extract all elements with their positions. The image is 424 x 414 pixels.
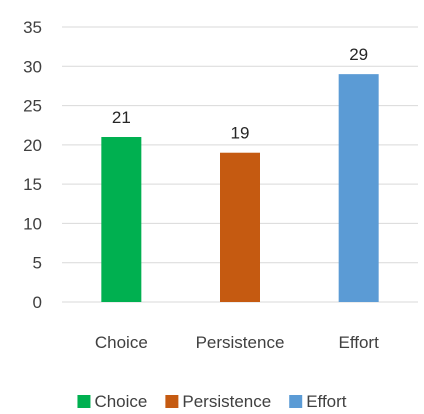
- legend-label: Effort: [306, 392, 347, 411]
- legend-label: Choice: [94, 392, 147, 411]
- legend-label: Persistence: [182, 392, 271, 411]
- data-label: 19: [231, 124, 250, 143]
- x-tick-label: Persistence: [196, 333, 285, 352]
- y-tick-label: 30: [23, 57, 42, 76]
- bar-choice: [101, 137, 142, 302]
- y-tick-label: 5: [33, 254, 42, 273]
- y-tick-label: 0: [33, 293, 42, 312]
- y-axis-ticks: 0 5 10 15 20 25 30 35: [23, 18, 42, 312]
- y-tick-label: 15: [23, 175, 42, 194]
- bar-persistence: [220, 152, 260, 302]
- legend-item-effort: Effort: [289, 392, 347, 411]
- y-tick-label: 20: [23, 136, 42, 155]
- x-axis-labels: Choice Persistence Effort: [95, 333, 379, 352]
- legend-item-persistence: Persistence: [165, 392, 271, 411]
- data-labels: 21 19 29: [112, 45, 368, 143]
- legend-swatch: [165, 395, 179, 408]
- x-tick-label: Choice: [95, 333, 148, 352]
- x-tick-label: Effort: [339, 333, 380, 352]
- y-tick-label: 35: [23, 18, 42, 37]
- legend-swatch: [77, 395, 91, 408]
- data-label: 21: [112, 108, 131, 127]
- data-label: 29: [349, 45, 368, 64]
- bars: [101, 74, 379, 303]
- legend-swatch: [289, 395, 303, 408]
- legend: Choice Persistence Effort: [77, 392, 347, 411]
- legend-item-choice: Choice: [77, 392, 147, 411]
- y-tick-label: 10: [23, 214, 42, 233]
- bar-effort: [338, 74, 379, 303]
- y-tick-label: 25: [23, 97, 42, 116]
